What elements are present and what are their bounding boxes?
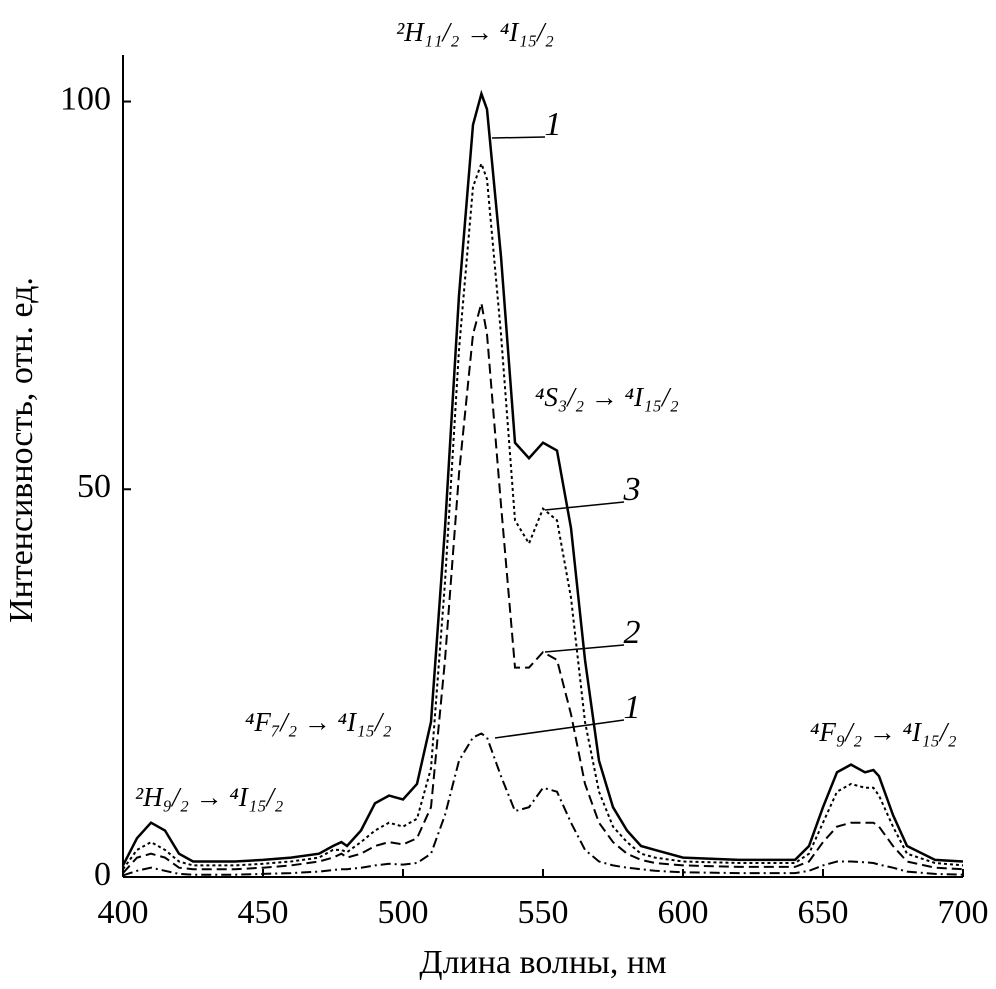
x-tick-label: 650	[798, 894, 849, 931]
y-axis-label: Интенсивность, отн. ед.	[3, 277, 40, 623]
x-tick-label: 500	[378, 894, 429, 931]
leader-line	[544, 501, 625, 511]
annotation: ⁴F₉/₂ → ⁴I₁₅/₂	[810, 717, 957, 747]
x-tick-label: 600	[658, 894, 709, 931]
y-tick-label: 100	[60, 80, 111, 117]
leader-line	[491, 136, 546, 139]
annotation: ⁴S₃/₂ → ⁴I₁₅/₂	[535, 382, 679, 412]
annotation: ²H₁₁/₂ → ⁴I₁₅/₂	[396, 17, 554, 47]
series-label: 3	[623, 471, 641, 508]
series-line	[122, 732, 964, 877]
y-tick-label: 50	[77, 468, 111, 505]
leader-line	[494, 719, 625, 739]
x-axis-label: Длина волны, нм	[419, 944, 666, 981]
annotation: ²H₉/₂ → ⁴I₁₅/₂	[135, 782, 283, 812]
series-label: 1	[624, 689, 641, 726]
x-tick-label: 450	[238, 894, 289, 931]
leader-line	[544, 644, 625, 653]
x-tick-label: 700	[938, 894, 989, 931]
series-label: 1	[545, 106, 562, 143]
annotation: ⁴F₇/₂ → ⁴I₁₅/₂	[245, 707, 392, 737]
y-tick-label: 0	[94, 856, 111, 893]
series-label: 2	[624, 614, 641, 651]
x-tick-label: 400	[98, 894, 149, 931]
series-line	[122, 302, 964, 874]
series-line	[122, 160, 964, 870]
x-tick-label: 550	[518, 894, 569, 931]
series-line	[121, 89, 964, 866]
